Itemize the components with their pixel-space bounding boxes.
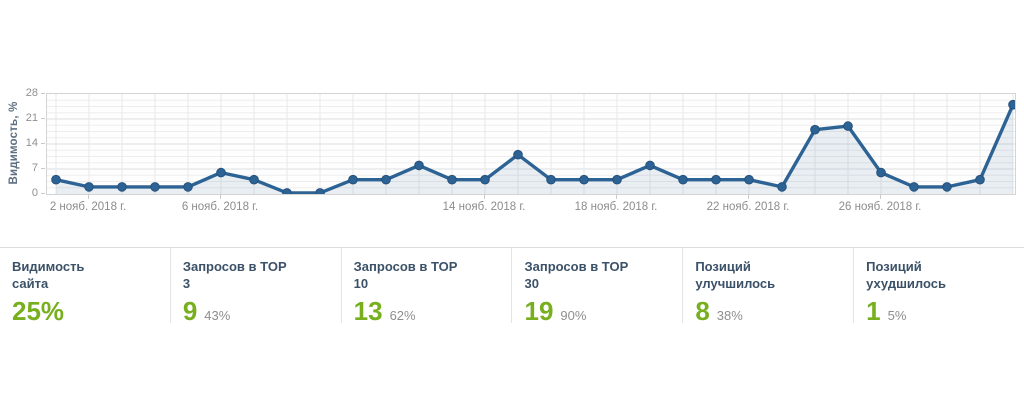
y-axis-tick: [41, 143, 45, 144]
card-value: 9: [182, 296, 198, 326]
data-point[interactable]: [645, 160, 655, 171]
card-percent: 90%: [560, 308, 587, 323]
data-point[interactable]: [942, 182, 952, 192]
data-point[interactable]: [843, 121, 853, 131]
data-point[interactable]: [216, 167, 226, 178]
data-point[interactable]: [183, 182, 193, 192]
y-axis-tick-label: 0: [31, 187, 38, 199]
data-point[interactable]: [117, 182, 127, 192]
x-axis-tick-label: 6 нояб. 2018 г.: [181, 201, 259, 213]
data-point[interactable]: [480, 174, 490, 185]
card-value-row: 19 90%: [524, 297, 682, 325]
card-title: Позиций улучшилось: [695, 259, 776, 291]
x-axis-tick-label: 26 нояб. 2018 г.: [838, 201, 922, 213]
data-point[interactable]: [513, 149, 523, 160]
x-axis-tick: [616, 194, 617, 199]
y-axis-tick: [41, 93, 45, 94]
data-point[interactable]: [612, 174, 622, 185]
card-positions-improved: Позиций улучшилось 8 38%: [682, 248, 853, 325]
card-positions-declined: Позиций ухудшилось 1 5%: [853, 248, 1024, 325]
data-point[interactable]: [1008, 99, 1015, 110]
x-axis-tick: [220, 194, 221, 199]
data-point[interactable]: [975, 174, 985, 185]
area-fill: [56, 104, 1013, 194]
data-point[interactable]: [678, 174, 688, 185]
card-value: 25%: [12, 296, 65, 326]
data-point[interactable]: [876, 167, 886, 178]
card-percent: 5%: [887, 308, 907, 323]
data-point[interactable]: [810, 124, 820, 135]
x-axis-tick-label: 18 нояб. 2018 г.: [574, 201, 658, 213]
data-point[interactable]: [579, 174, 589, 185]
card-top30: Запросов в TOP 30 19 90%: [511, 248, 682, 325]
card-value: 1: [866, 296, 881, 326]
y-axis-tick-label: 7: [31, 162, 38, 174]
y-axis-tick-label: 21: [25, 112, 38, 124]
card-title: Видимость сайта: [12, 259, 85, 291]
x-axis-tick-label: 14 нояб. 2018 г.: [442, 201, 526, 213]
visibility-line: [54, 102, 1015, 194]
card-percent: 62%: [389, 308, 416, 323]
data-point[interactable]: [84, 182, 94, 192]
y-axis-tick: [41, 168, 45, 169]
data-point[interactable]: [744, 174, 754, 185]
data-point[interactable]: [381, 174, 391, 185]
y-axis-tick: [41, 118, 45, 119]
card-value-row: 9 43%: [183, 297, 341, 325]
card-top3: Запросов в TOP 3 9 43%: [169, 248, 341, 325]
summary-cards: Видимость сайта 25% Запросов в TOP 3 9 43…: [0, 247, 1024, 325]
data-point[interactable]: [711, 174, 721, 185]
card-site-visibility: Видимость сайта 25%: [0, 248, 170, 325]
card-top10: Запросов в TOP 10 13 62%: [340, 248, 512, 325]
card-value-row: 25%: [12, 297, 170, 325]
card-percent: 38%: [716, 308, 743, 323]
card-value-row: 8 38%: [695, 297, 853, 325]
line-chart-svg: [47, 94, 1015, 194]
card-value: 13: [353, 296, 383, 326]
data-point[interactable]: [315, 188, 325, 194]
data-point[interactable]: [150, 182, 160, 192]
data-point[interactable]: [909, 182, 919, 192]
data-point[interactable]: [249, 174, 259, 185]
card-value-row: 1 5%: [866, 297, 1024, 325]
y-axis-tick-label: 14: [25, 137, 38, 149]
card-title: Позиций ухудшилось: [866, 259, 946, 291]
data-point[interactable]: [414, 160, 424, 171]
y-axis-tick: [41, 193, 45, 194]
data-point[interactable]: [348, 174, 358, 185]
x-axis-tick: [88, 194, 89, 199]
data-point[interactable]: [51, 174, 61, 185]
data-point[interactable]: [282, 188, 292, 194]
card-title: Запросов в TOP 3: [182, 259, 287, 291]
data-point[interactable]: [546, 174, 556, 185]
x-axis-tick: [880, 194, 881, 199]
x-axis-tick: [484, 194, 485, 199]
card-value-row: 13 62%: [354, 297, 512, 325]
card-title: Запросов в TOP 30: [524, 259, 629, 291]
card-value: 19: [524, 296, 554, 326]
y-axis-tick-label: 28: [25, 87, 38, 99]
x-axis-tick: [748, 194, 749, 199]
data-point[interactable]: [447, 174, 457, 185]
plot-area: [46, 93, 1016, 195]
visibility-chart: Видимость, % 28 21 14 7 0 2 нояб. 2018 г. 6 н…: [8, 87, 1016, 213]
x-axis-tick-label: 2 нояб. 2018 г.: [49, 201, 127, 213]
card-percent: 43%: [204, 308, 231, 323]
data-point[interactable]: [777, 182, 787, 192]
card-title: Запросов в TOP 10: [353, 259, 458, 291]
card-value: 8: [695, 296, 710, 326]
x-axis-tick-label: 22 нояб. 2018 г.: [706, 201, 790, 213]
